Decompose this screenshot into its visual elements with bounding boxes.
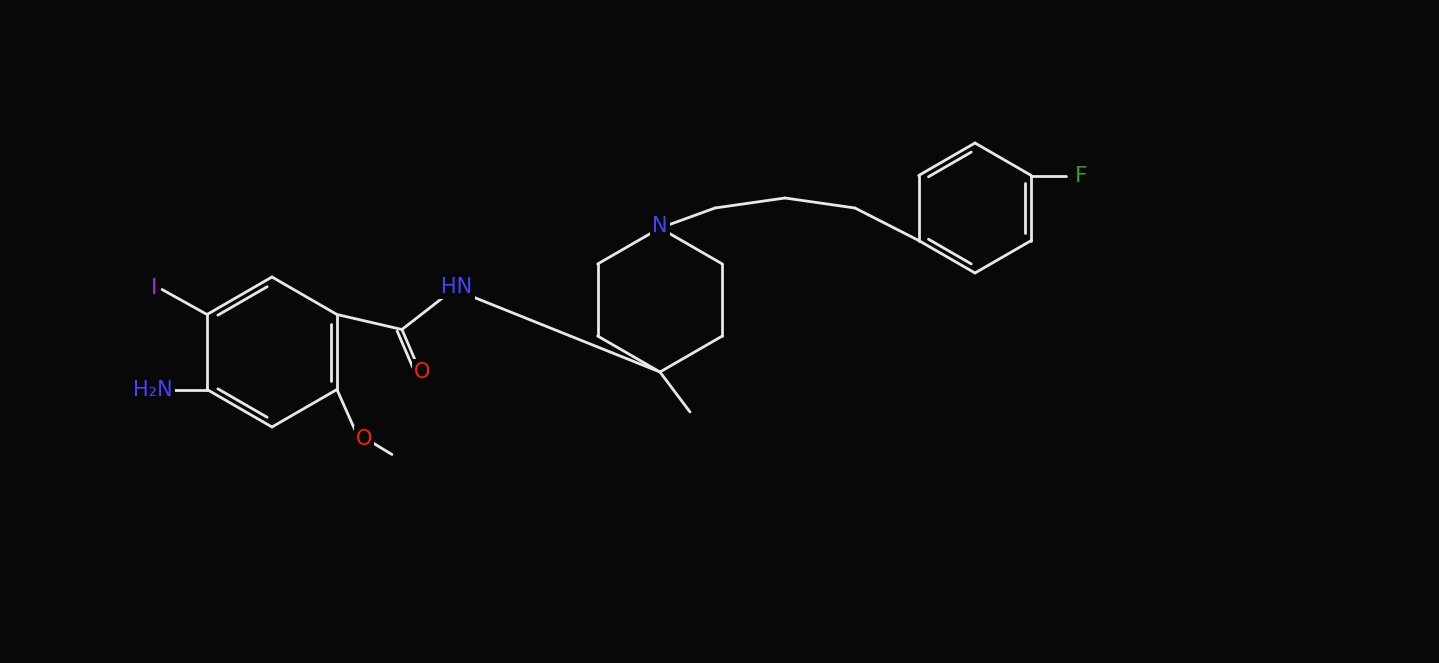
Text: H₂N: H₂N — [134, 379, 173, 400]
Text: HN: HN — [442, 276, 472, 296]
Text: N: N — [652, 216, 668, 236]
Text: I: I — [151, 278, 157, 298]
Text: F: F — [1075, 166, 1088, 186]
Text: O: O — [355, 428, 373, 448]
Text: O: O — [414, 361, 430, 381]
